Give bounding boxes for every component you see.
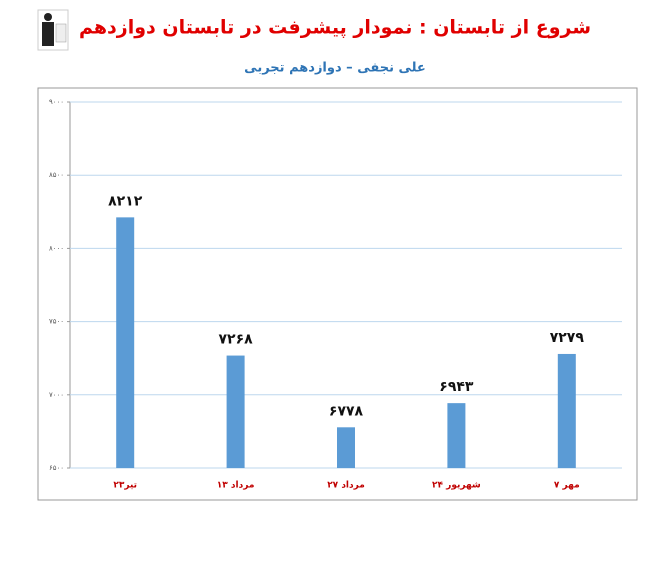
y-tick-label: ۷۰۰۰: [49, 391, 64, 399]
value-label: ۷۲۶۸: [219, 332, 254, 348]
y-tick-label: ۸۰۰۰: [49, 244, 64, 252]
value-label: ۸۲۱۲: [108, 193, 143, 209]
value-label: ۶۹۴۳: [439, 379, 474, 395]
x-tick-label: ۲۴ شهریور: [432, 481, 481, 491]
logo: [37, 9, 69, 51]
value-label: ۷۲۷۹: [550, 330, 585, 346]
bar: [116, 217, 135, 468]
bar: [447, 403, 466, 468]
bar: [337, 427, 355, 468]
bar: [557, 353, 576, 468]
y-tick-label: ۸۵۰۰: [49, 171, 64, 179]
x-tick-label: ۷ مهر: [554, 481, 580, 491]
x-tick-label: ۱۳ مرداد: [217, 481, 255, 491]
bar: [226, 355, 245, 468]
y-tick-label: ۷۵۰۰: [49, 318, 64, 326]
x-tick-label: ۲۳تیر: [113, 481, 137, 491]
y-tick-label: ۶۵۰۰: [49, 464, 64, 472]
value-label: ۶۷۷۸: [329, 403, 364, 419]
y-tick-label: ۹۰۰۰: [49, 98, 64, 106]
x-tick-label: ۲۷ مرداد: [327, 481, 365, 491]
chart-subtitle: علی نجفی – دوازدهم تجربی: [244, 61, 426, 76]
chart-frame: [37, 87, 638, 501]
chart-title: شروع از تابستان : نمودار پیشرفت در تابست…: [79, 17, 591, 39]
